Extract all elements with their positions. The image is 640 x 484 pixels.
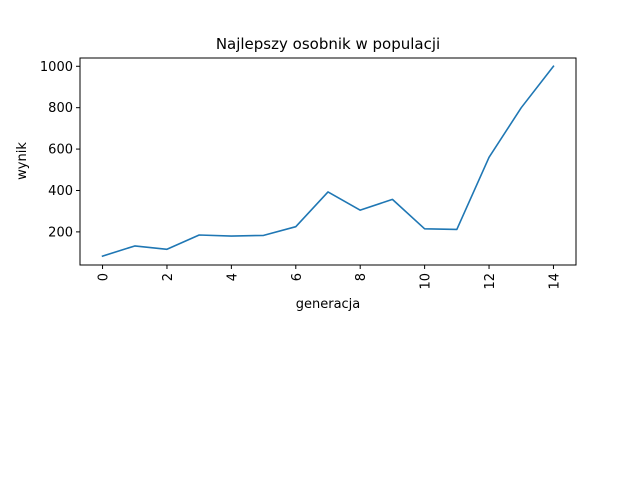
x-axis-label: generacja (296, 297, 361, 312)
x-tick-label: 0 (97, 273, 112, 281)
x-axis: 0 2 4 6 8 10 12 14 (97, 265, 562, 290)
y-tick-label: 800 (48, 101, 73, 116)
series-line (101, 65, 555, 258)
axes-frame (79, 57, 577, 266)
chart-title: Najlepszy osobnik w populacji (216, 35, 440, 53)
y-tick-label: 1000 (40, 60, 73, 75)
y-tick-label: 200 (48, 225, 73, 240)
plot-area (101, 65, 555, 258)
x-tick-label: 14 (547, 273, 562, 290)
y-tick-label: 600 (48, 143, 73, 158)
x-tick-label: 10 (419, 273, 434, 290)
y-axis-label: wynik (15, 142, 30, 180)
x-tick-label: 4 (225, 273, 240, 281)
y-axis: 200 400 600 800 1000 (40, 60, 80, 240)
x-tick-label: 8 (354, 273, 369, 281)
x-tick-label: 6 (290, 273, 305, 281)
y-tick-label: 400 (48, 184, 73, 199)
x-tick-label: 12 (483, 273, 498, 290)
x-tick-label: 2 (161, 273, 176, 281)
